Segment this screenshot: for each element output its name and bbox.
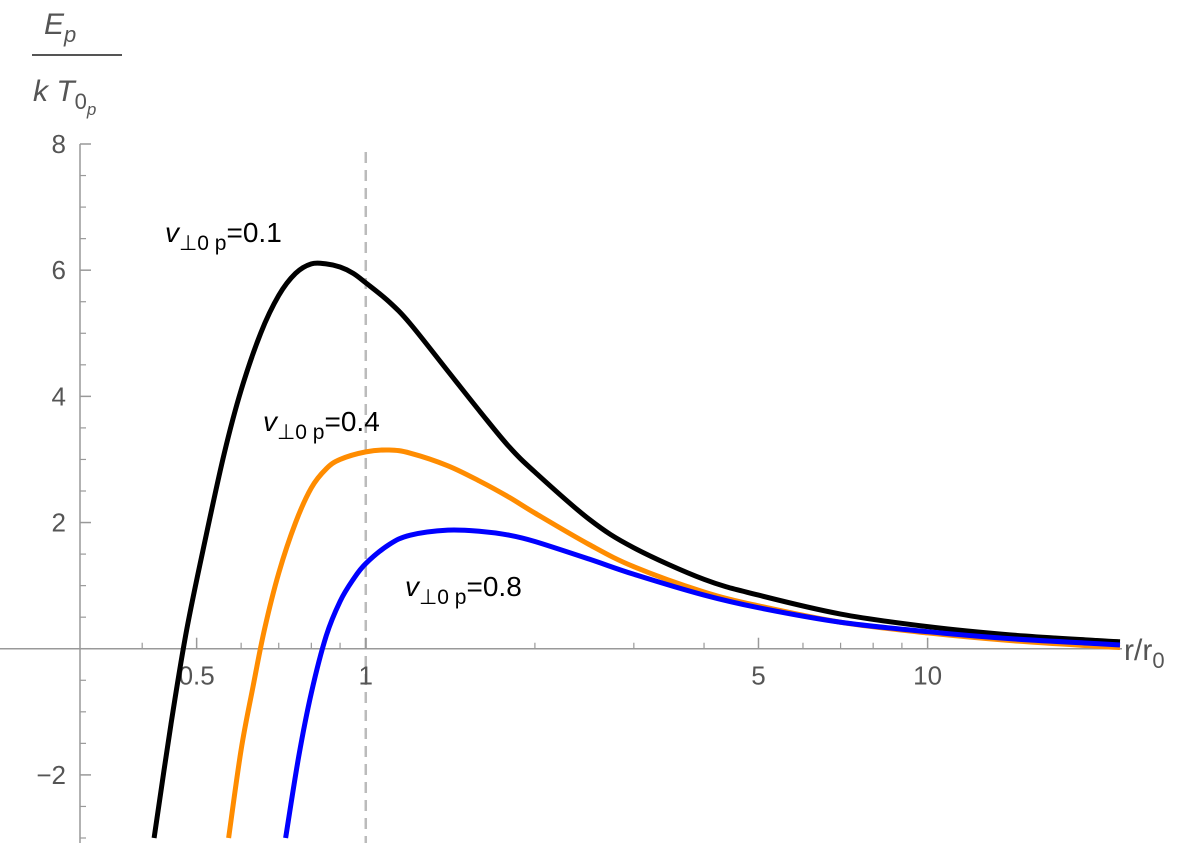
series-label-value: =0.1 — [227, 217, 282, 248]
y-tick-label: 4 — [52, 381, 66, 411]
series-line-0.8 — [283, 527, 1121, 839]
x-axis-ticks: 0.5 1 5 10 — [141, 637, 1098, 691]
x-tick-label: 10 — [913, 661, 942, 691]
series-label-sub: ⊥0 p — [277, 421, 325, 444]
y-tick-label: −2 — [36, 760, 66, 790]
y-label-denominator: k T0p — [33, 75, 96, 119]
series-label-0.1: v⊥0 p=0.1 — [165, 217, 282, 255]
x-tick-label: 5 — [751, 661, 765, 691]
x-axis-label: r/r0 — [1124, 634, 1165, 673]
y-label-numerator: Ep — [44, 8, 76, 47]
series-label-0.4: v⊥0 p=0.4 — [263, 406, 380, 444]
series-label-value: =0.4 — [325, 406, 380, 437]
series-label-sub: ⊥0 p — [179, 232, 227, 255]
series-label-main: v — [165, 217, 181, 248]
y-axis-ticks: −2 2 4 6 8 — [36, 129, 91, 839]
series-line-0.1 — [151, 260, 1121, 839]
x-tick-label: 1 — [359, 661, 373, 691]
series-line-0.4 — [226, 447, 1121, 839]
series-lines — [151, 260, 1121, 839]
y-axis-label: Ep k T0p — [32, 8, 122, 119]
y-tick-label: 8 — [52, 129, 66, 159]
y-tick-label: 2 — [52, 508, 66, 538]
series-label-value: =0.8 — [467, 571, 522, 602]
series-label-sub: ⊥0 p — [419, 586, 467, 609]
series-label-main: v — [263, 406, 279, 437]
series-label-0.8: v⊥0 p=0.8 — [405, 571, 522, 609]
y-tick-label: 6 — [52, 255, 66, 285]
x-tick-label: 0.5 — [179, 661, 215, 691]
series-label-main: v — [405, 571, 421, 602]
